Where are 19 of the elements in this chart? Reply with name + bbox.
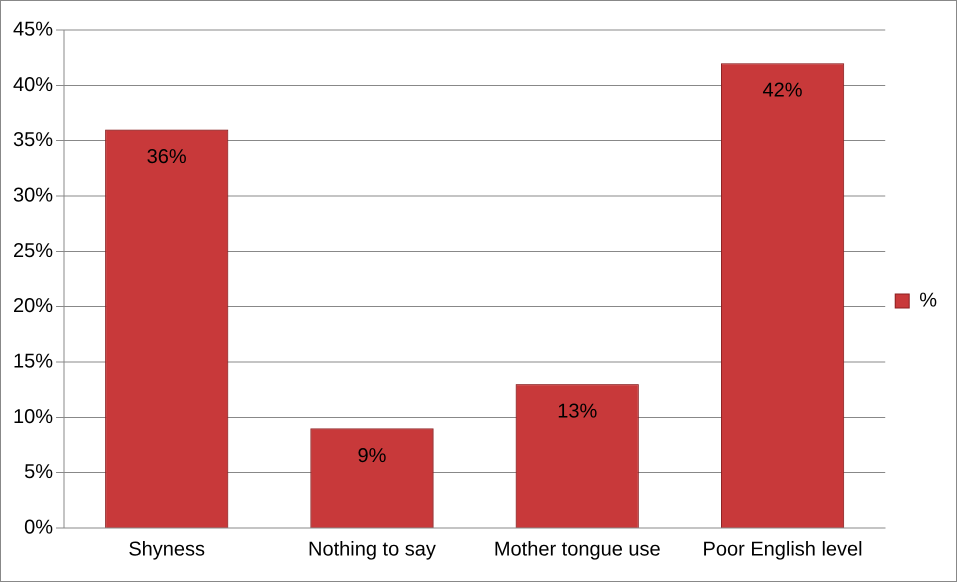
y-tick-label: 45% xyxy=(13,18,54,41)
y-tick-label: 10% xyxy=(13,406,54,428)
x-tick-label: Nothing to say xyxy=(308,538,436,561)
y-tick-label: 35% xyxy=(13,129,54,152)
data-label: 13% xyxy=(557,400,598,423)
y-tick-label: 15% xyxy=(13,350,54,373)
y-tick-label: 30% xyxy=(13,184,54,207)
data-label: 42% xyxy=(762,80,803,102)
x-tick-label: Poor English level xyxy=(702,538,863,561)
x-tick-label: Shyness xyxy=(128,538,206,561)
data-label: 36% xyxy=(146,146,187,168)
y-tick-label: 20% xyxy=(13,295,54,318)
data-label: 9% xyxy=(358,444,387,467)
y-tick-label: 5% xyxy=(24,461,54,484)
y-tick-label: 25% xyxy=(13,240,54,262)
y-tick-label: 40% xyxy=(13,74,54,96)
x-tick-label: Mother tongue use xyxy=(494,538,661,561)
legend-label: % xyxy=(919,290,938,312)
y-tick-label: 0% xyxy=(24,516,54,539)
